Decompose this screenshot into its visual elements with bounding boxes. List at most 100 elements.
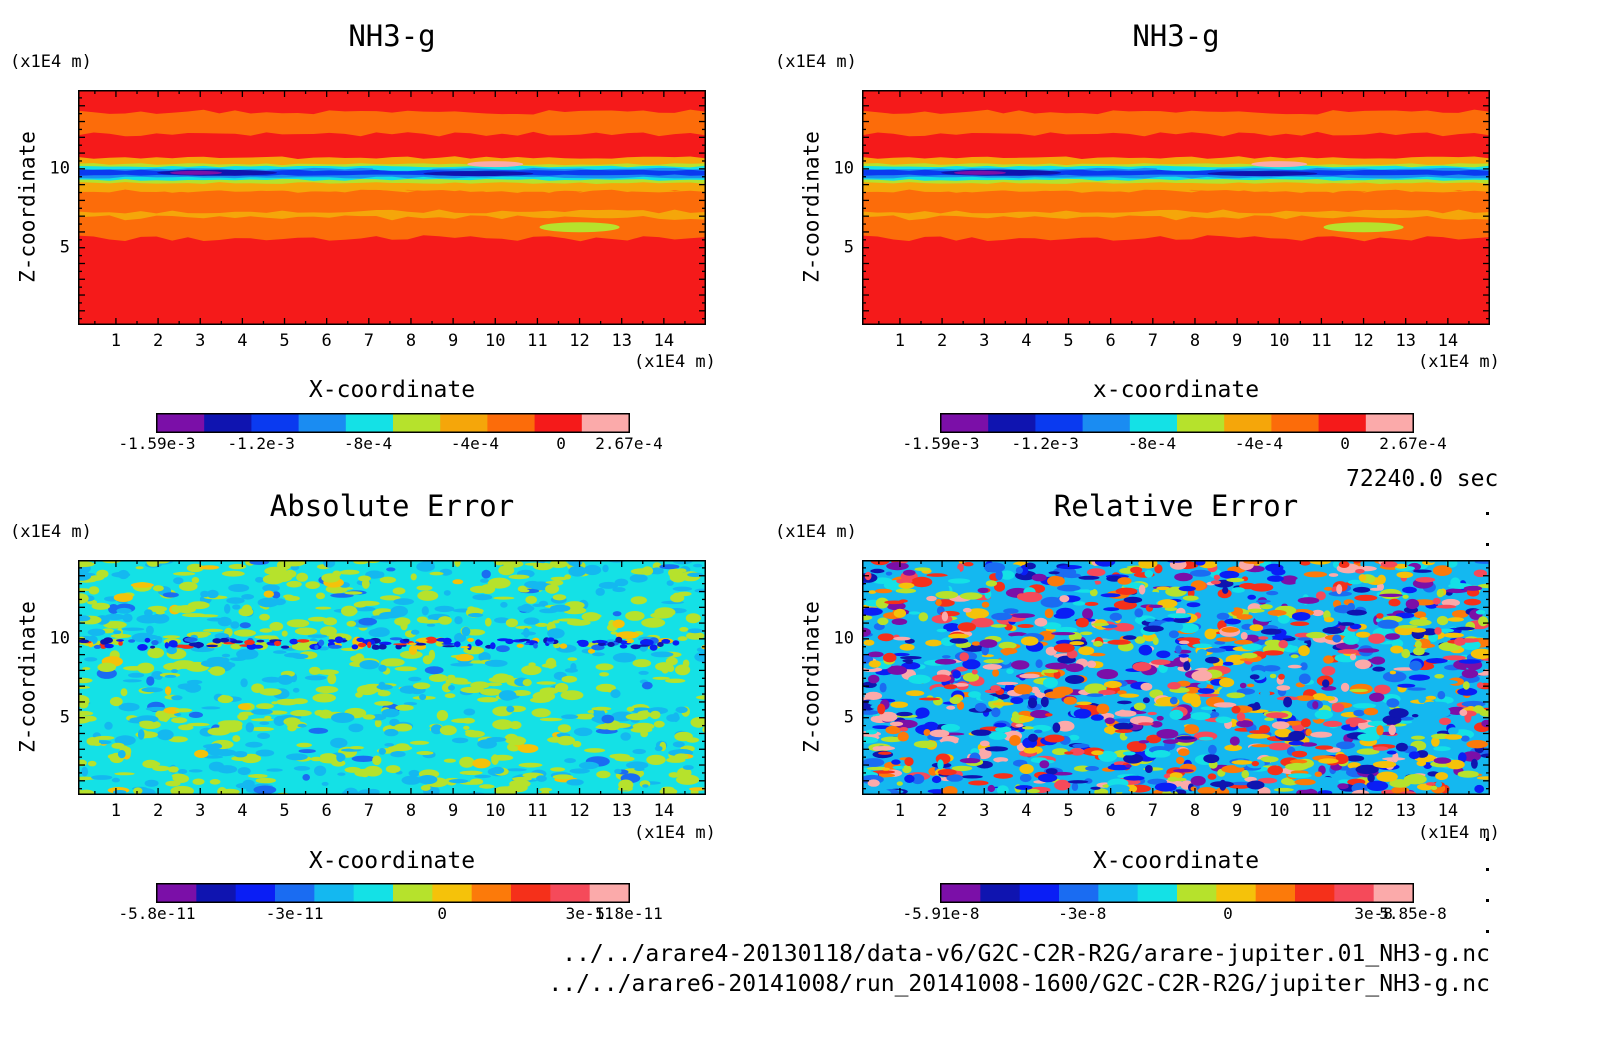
- colorbar-tick-label: -4e-4: [1234, 434, 1284, 453]
- x-tick-label: 10: [485, 331, 506, 351]
- x-tick-label: 14: [1437, 801, 1459, 821]
- colorbar-swatch: [941, 414, 989, 432]
- x-axis-label: x-coordinate: [1092, 377, 1260, 403]
- colorbar-swatch: [1137, 884, 1178, 902]
- x-tick-label: 9: [447, 801, 459, 821]
- y-unit-label: (x1E4 m): [10, 52, 92, 72]
- axis-ticks: [78, 90, 706, 325]
- axis-ticks: [862, 90, 1490, 325]
- x-tick-label: 1: [894, 331, 906, 351]
- x-tick-label: 1: [894, 801, 906, 821]
- colorbar-swatch: [1035, 414, 1084, 432]
- y-axis-label: Z-coordinate: [15, 601, 40, 753]
- x-tick-label: 8: [405, 331, 417, 351]
- colorbar-swatch: [550, 884, 591, 902]
- colorbar-swatch: [589, 884, 630, 902]
- x-tick-label: 5: [279, 331, 290, 351]
- colorbar-tick-label: 3e-11: [565, 904, 614, 923]
- colorbar-swatch: [235, 884, 276, 902]
- x-tick-label: 13: [611, 331, 632, 351]
- x-tick-label: 2: [152, 331, 164, 351]
- x-tick-label: 9: [1231, 331, 1243, 351]
- colorbar-tick-label: -5.91e-8: [902, 904, 980, 923]
- x-tick-label: 4: [237, 331, 248, 351]
- colorbar-frame: [940, 413, 1414, 433]
- x-tick-label: 8: [1189, 801, 1201, 821]
- colorbar-tick-label: -3e-11: [265, 904, 324, 923]
- colorbar-swatch: [157, 884, 197, 902]
- colorbar-swatch: [393, 414, 441, 432]
- x-tick-label: 5: [279, 801, 290, 821]
- colorbar-swatch: [511, 884, 551, 902]
- colorbar-swatch: [1373, 884, 1414, 902]
- colorbar-swatch: [581, 414, 630, 432]
- x-tick-label: 5: [1063, 331, 1074, 351]
- x-tick-label: 10: [1269, 331, 1290, 351]
- colorbar-tick-label: -1.59e-3: [118, 434, 196, 453]
- y-tick-label: 10: [49, 158, 70, 179]
- x-tick-label: 12: [569, 331, 590, 351]
- colorbar-tick-label: 2.67e-4: [595, 434, 663, 453]
- colorbar-tick-label: -1.2e-3: [227, 434, 295, 453]
- colorbar-swatch: [1059, 884, 1099, 902]
- x-tick-label: 4: [237, 801, 248, 821]
- colorbar-swatch: [471, 884, 512, 902]
- y-unit-label: (x1E4 m): [775, 522, 857, 542]
- colorbar-swatch: [1177, 884, 1217, 902]
- panel-title: NH3-g: [1132, 19, 1220, 53]
- plot-frame: [78, 90, 706, 325]
- x-tick-label: 3: [979, 331, 990, 351]
- x-tick-label: 10: [1269, 801, 1290, 821]
- colorbar-swatch: [980, 884, 1021, 902]
- y-tick-label: 10: [833, 628, 854, 649]
- colorbar-swatch: [1216, 884, 1257, 902]
- x-tick-label: 13: [611, 801, 632, 821]
- colorbar-swatch: [196, 884, 237, 902]
- x-tick-label: 3: [979, 801, 990, 821]
- decorative-dot: [1486, 930, 1489, 933]
- y-tick-label: 5: [59, 707, 70, 728]
- colorbar-frame: [156, 413, 630, 433]
- colorbar-swatch: [1318, 414, 1367, 432]
- colorbar-swatch: [487, 414, 536, 432]
- x-tick-label: 11: [527, 331, 548, 351]
- x-tick-label: 7: [1147, 331, 1158, 351]
- x-unit-label: (x1E4 m): [1418, 823, 1500, 843]
- colorbar-swatch: [275, 884, 315, 902]
- file-path-reference: ../../arare6-20141008/run_20141008-1600/…: [548, 971, 1490, 997]
- x-tick-label: 3: [195, 801, 206, 821]
- colorbar-swatch: [1365, 414, 1414, 432]
- heatmap-noise: [862, 560, 1490, 795]
- x-tick-label: 2: [152, 801, 164, 821]
- axis-ticks: [862, 560, 1490, 795]
- x-tick-label: 3: [195, 331, 206, 351]
- x-tick-label: 6: [1105, 801, 1116, 821]
- colorbar-tick-label: 3e-8: [1354, 904, 1393, 923]
- x-tick-label: 2: [936, 801, 948, 821]
- x-tick-label: 14: [653, 801, 675, 821]
- heatmap-plot-relative-error: [862, 560, 1490, 795]
- x-tick-label: 11: [527, 801, 548, 821]
- colorbar-tick-label: -5.8e-11: [118, 904, 196, 923]
- x-tick-label: 12: [1353, 331, 1374, 351]
- colorbar-swatch: [1098, 884, 1139, 902]
- heatmap-plot-nh3-g-right: [862, 90, 1490, 325]
- time-label: 72240.0 sec: [1346, 466, 1499, 492]
- colorbar-tick-label: -1.59e-3: [902, 434, 980, 453]
- x-tick-label: 12: [1353, 801, 1374, 821]
- heatmap-plot-absolute-error: [78, 560, 706, 795]
- x-tick-label: 1: [110, 801, 122, 821]
- heatmap-contours: [862, 90, 1490, 325]
- colorbar-swatch: [1334, 884, 1375, 902]
- colorbar-tick-label: 5.85e-8: [1379, 904, 1447, 923]
- colorbar: [156, 883, 630, 903]
- colorbar-swatch: [1129, 414, 1178, 432]
- decorative-dot: [1486, 838, 1489, 841]
- colorbar-tick-label: 5.8e-11: [595, 904, 663, 923]
- plot-frame: [862, 560, 1490, 795]
- x-tick-label: 11: [1311, 331, 1332, 351]
- x-tick-label: 7: [1147, 801, 1158, 821]
- colorbar-swatch: [1271, 414, 1320, 432]
- colorbar: [940, 883, 1414, 903]
- colorbar-tick-label: -1.2e-3: [1011, 434, 1079, 453]
